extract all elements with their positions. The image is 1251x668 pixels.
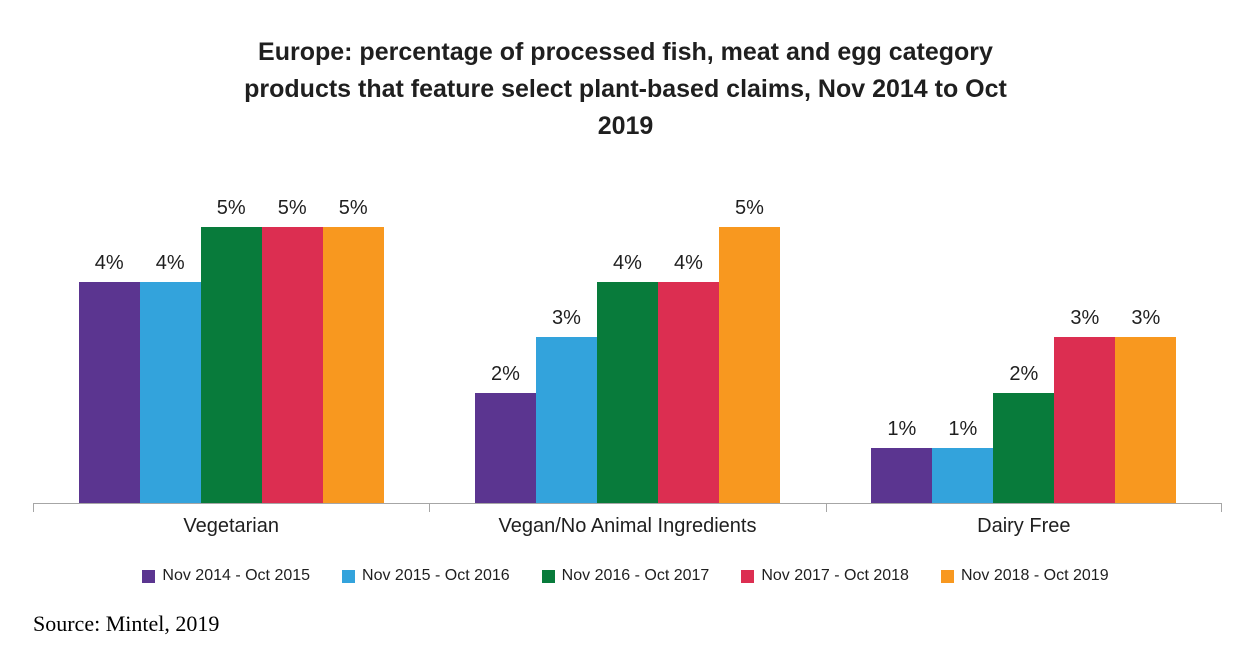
data-label: 3% xyxy=(1131,307,1161,329)
legend-item: Nov 2016 - Oct 2017 xyxy=(541,567,710,585)
data-label: 5% xyxy=(735,197,764,219)
data-label: 5% xyxy=(338,197,368,219)
category-group: 4% 4% 5% 5% 5% Vegetarian xyxy=(33,172,429,537)
data-label: 2% xyxy=(491,363,520,385)
data-label: 1% xyxy=(887,418,917,440)
category-group: 2% 3% 4% 4% 5% Vegan/No Animal Ingredients xyxy=(429,172,825,537)
axis-tick xyxy=(825,504,827,512)
legend: Nov 2014 - Oct 2015 Nov 2015 - Oct 2016 No… xyxy=(0,567,1251,585)
bar: 5% xyxy=(718,197,780,503)
bar: 2% xyxy=(474,363,536,503)
plot-area: 4% 4% 5% 5% 5% Vegetarian 2% 3% 4% 4% 5% Vegan/No A… xyxy=(33,172,1222,537)
axis-tick xyxy=(1221,504,1222,512)
category-group: 1% 1% 2% 3% 3% Dairy Free xyxy=(825,172,1222,537)
bar: 5% xyxy=(200,197,262,503)
legend-swatch-icon xyxy=(541,569,555,583)
category-label: Vegan/No Animal Ingredients xyxy=(498,515,757,537)
bar: 1% xyxy=(932,418,994,503)
axis-tick xyxy=(33,504,34,512)
chart-title-line: products that feature select plant-based… xyxy=(244,75,1007,103)
legend-item: Nov 2018 - Oct 2019 xyxy=(940,567,1109,585)
data-label: 3% xyxy=(552,307,581,329)
legend-label: Nov 2014 - Oct 2015 xyxy=(162,567,311,584)
category-label: Vegetarian xyxy=(183,515,279,537)
bar: 5% xyxy=(322,197,384,503)
legend-label: Nov 2015 - Oct 2016 xyxy=(362,567,510,584)
legend-swatch-icon xyxy=(940,569,954,583)
data-label: 4% xyxy=(155,252,185,274)
legend-item: Nov 2015 - Oct 2016 xyxy=(342,567,510,585)
data-label: 5% xyxy=(277,197,307,219)
bar: 4% xyxy=(78,252,140,503)
legend-label: Nov 2018 - Oct 2019 xyxy=(960,567,1109,584)
bar: 3% xyxy=(1054,307,1116,503)
legend-label: Nov 2016 - Oct 2017 xyxy=(561,567,710,584)
bar: 4% xyxy=(657,252,719,503)
legend-swatch-icon xyxy=(741,569,755,583)
bar: 1% xyxy=(871,418,933,503)
data-label: 5% xyxy=(216,197,246,219)
source-note: Source: Mintel, 2019 xyxy=(33,611,220,636)
chart-title-line: 2019 xyxy=(597,112,654,140)
legend-swatch-icon xyxy=(342,569,356,583)
data-label: 3% xyxy=(1070,307,1100,329)
bar: 3% xyxy=(535,307,597,503)
legend-swatch-icon xyxy=(142,569,156,583)
legend-label: Nov 2017 - Oct 2018 xyxy=(761,567,909,584)
legend-item: Nov 2014 - Oct 2015 xyxy=(142,567,310,585)
category-label: Dairy Free xyxy=(977,515,1071,537)
bar: 4% xyxy=(139,252,201,503)
bar: 4% xyxy=(596,252,658,503)
data-label: 1% xyxy=(948,418,978,440)
data-label: 4% xyxy=(674,252,703,274)
legend-item: Nov 2017 - Oct 2018 xyxy=(741,567,909,585)
chart-title: Europe: percentage of processed fish, me… xyxy=(126,34,1126,145)
chart-title-line: Europe: percentage of processed fish, me… xyxy=(258,38,993,66)
bar: 5% xyxy=(261,197,323,503)
bar: 2% xyxy=(993,363,1055,503)
data-label: 4% xyxy=(613,252,642,274)
data-label: 4% xyxy=(94,252,124,274)
data-label: 2% xyxy=(1009,363,1039,385)
bar: 3% xyxy=(1115,307,1177,503)
axis-tick xyxy=(429,504,431,512)
